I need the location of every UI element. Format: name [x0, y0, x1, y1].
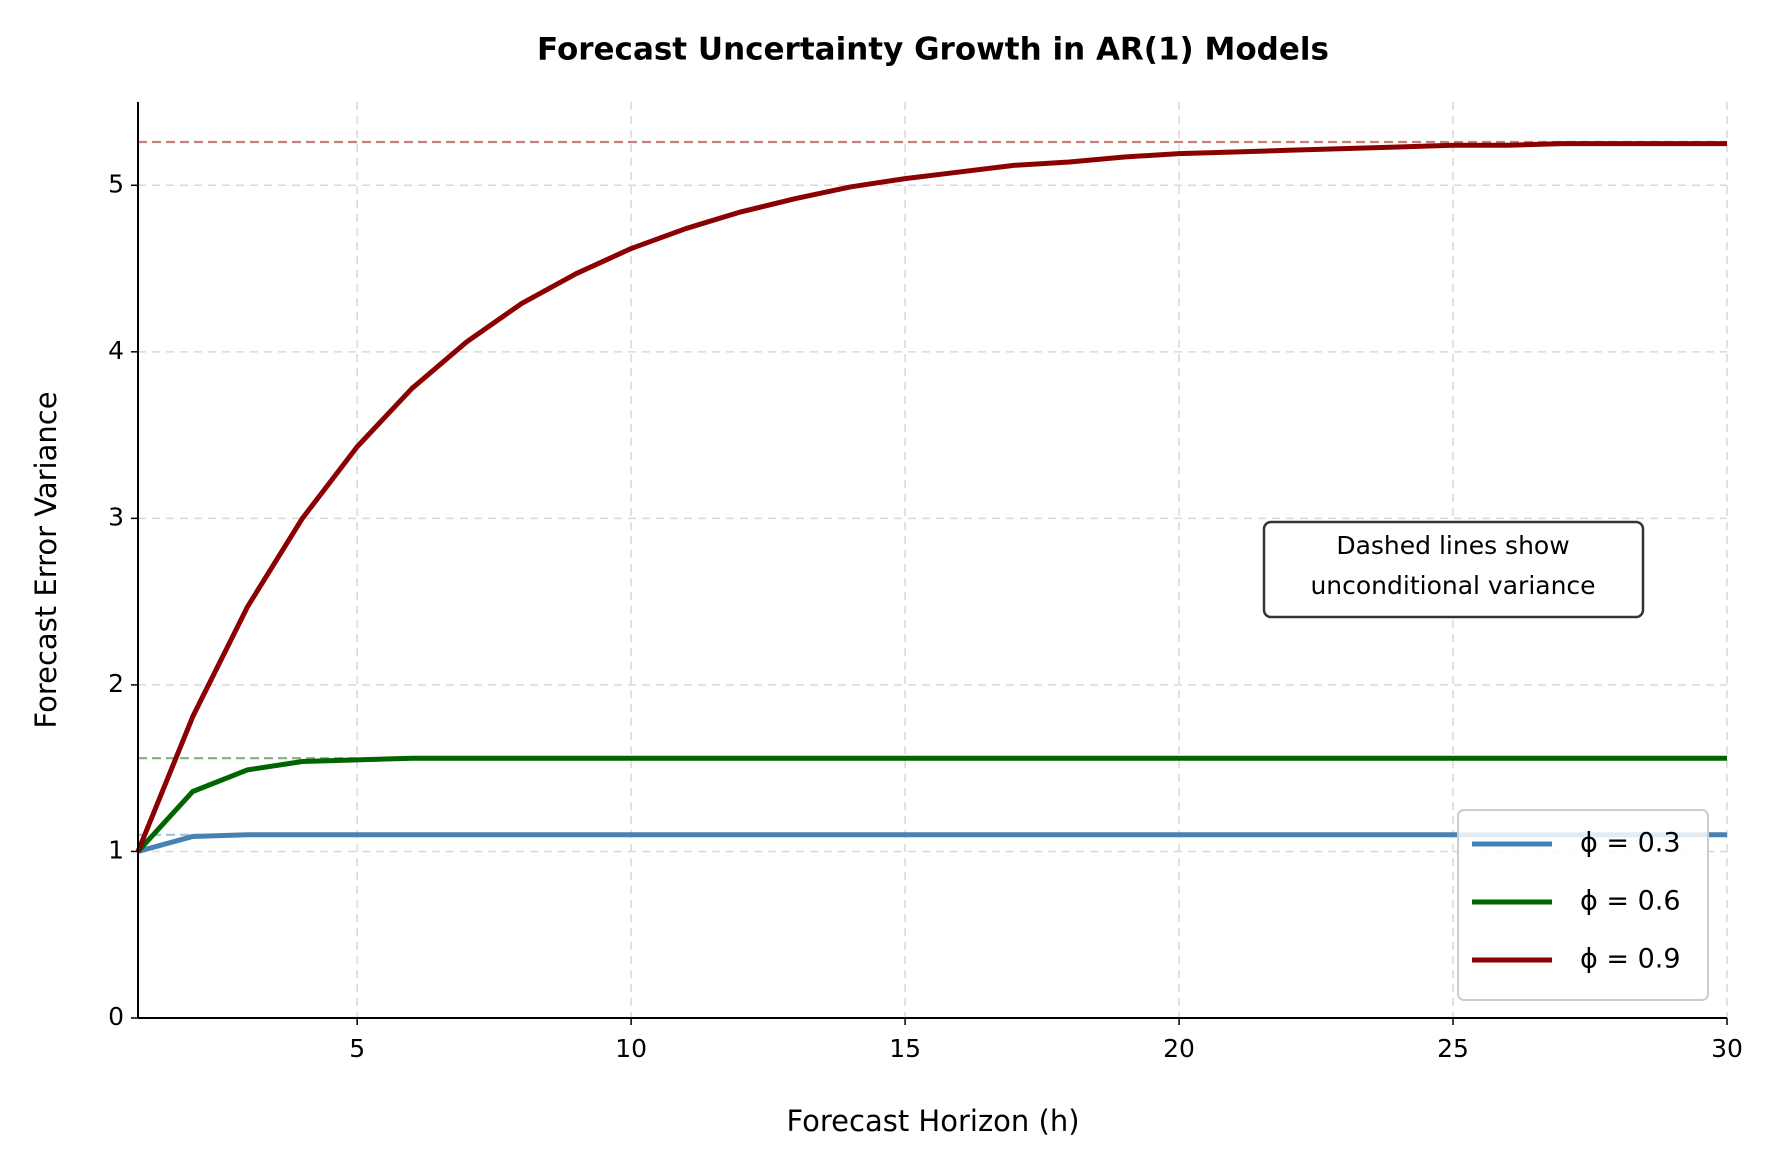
annotation-text: Dashed lines show — [1336, 531, 1569, 560]
x-tick-label: 5 — [349, 1034, 365, 1063]
series-line — [136, 755, 1727, 854]
legend-box — [1457, 809, 1709, 1001]
annotation-text: unconditional variance — [1310, 571, 1595, 600]
y-tick-label: 1 — [108, 835, 124, 864]
y-tick-label: 0 — [108, 1002, 124, 1031]
series-line — [135, 141, 1727, 853]
y-tick-label: 3 — [108, 502, 124, 531]
y-tick-label: 4 — [108, 336, 124, 365]
x-tick-label: 20 — [1163, 1034, 1195, 1063]
x-axis-label: Forecast Horizon (h) — [786, 1104, 1079, 1138]
legend-label: ϕ = 0.3 — [1580, 828, 1681, 859]
y-tick-label: 5 — [108, 169, 124, 198]
x-tick-label: 10 — [615, 1034, 647, 1063]
y-tick-label: 2 — [108, 669, 124, 698]
chart-title: Forecast Uncertainty Growth in AR(1) Mod… — [537, 32, 1329, 68]
annotation-box — [1262, 520, 1645, 619]
x-tick-label: 15 — [889, 1034, 921, 1063]
legend-label: ϕ = 0.9 — [1580, 944, 1681, 975]
x-tick-label: 25 — [1437, 1034, 1469, 1063]
x-tick-label: 30 — [1711, 1034, 1743, 1063]
legend-label: ϕ = 0.6 — [1580, 886, 1681, 917]
y-axis-label: Forecast Error Variance — [29, 391, 63, 728]
